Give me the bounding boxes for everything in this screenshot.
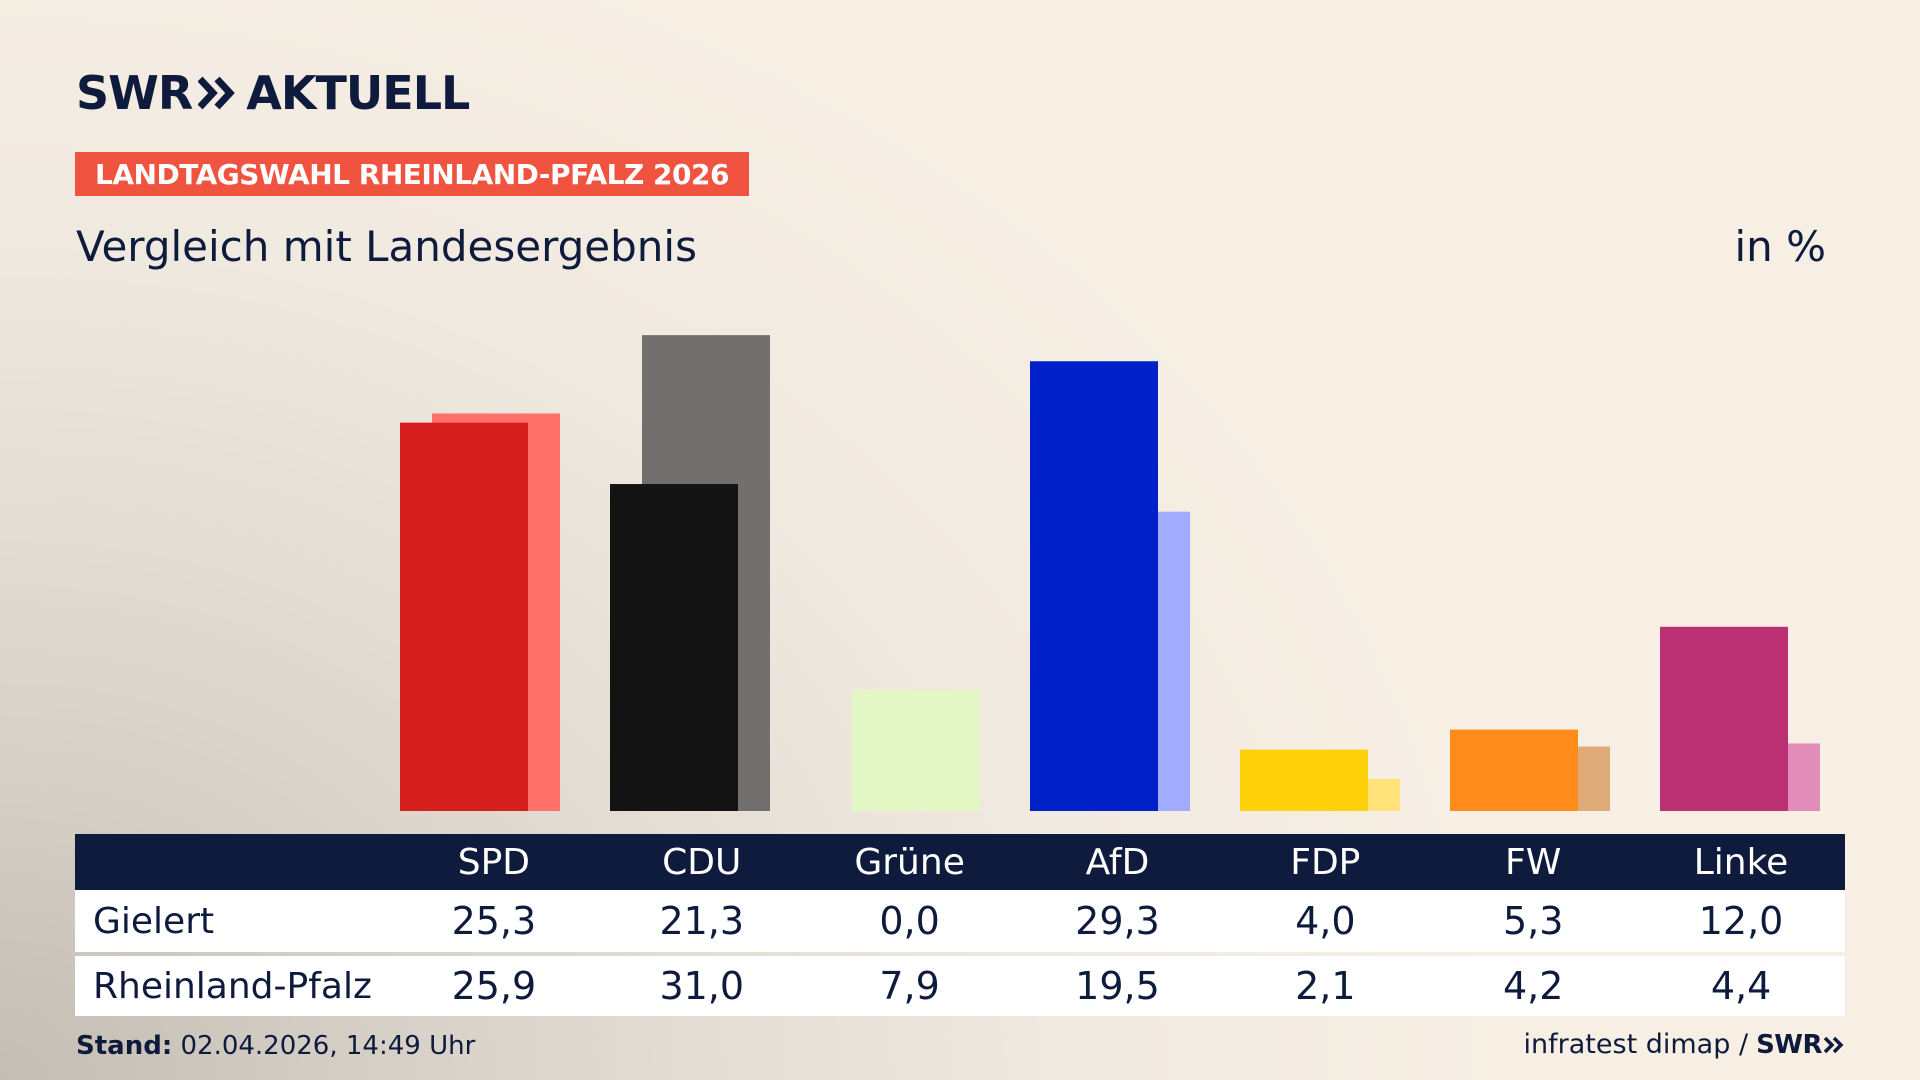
bar-gielert-fw: [1450, 729, 1578, 811]
table-row-rheinland-pfalz: Rheinland-Pfalz 25,9 31,0 7,9 19,5 2,1 4,2 4,4: [75, 956, 1845, 1016]
results-table: SPD CDU Grüne AfD FDP FW Linke Gielert 25,3 21,…: [75, 834, 1845, 1016]
value-cell: 7,9: [879, 964, 940, 1008]
value-cell: 12,0: [1698, 899, 1784, 943]
value-cell: 0,0: [879, 899, 940, 943]
logo-aktuell-text: AKTUELL: [246, 66, 470, 120]
timestamp: Stand: 02.04.2026, 14:49 Uhr: [76, 1031, 475, 1061]
source-text: infratest dimap /: [1523, 1029, 1749, 1060]
stand-value: 02.04.2026, 14:49 Uhr: [172, 1031, 476, 1061]
bar-gielert-fdp: [1240, 749, 1368, 811]
election-badge: LANDTAGSWAHL RHEINLAND-PFALZ 2026: [75, 152, 749, 196]
value-cell: 4,4: [1710, 964, 1772, 1008]
value-cell: 31,0: [659, 964, 745, 1008]
bar-chart: [400, 335, 1820, 811]
bar-gielert-cdu: [610, 484, 738, 811]
stand-label: Stand:: [76, 1031, 173, 1061]
bar-rheinland-pfalz-grne: [852, 689, 980, 811]
category-label-spd: SPD: [457, 841, 531, 883]
value-cell: 5,3: [1502, 899, 1564, 943]
category-label-cdu: CDU: [662, 841, 742, 883]
value-cell: 25,3: [451, 899, 537, 943]
value-cell: 2,1: [1295, 964, 1356, 1008]
category-label-fw: FW: [1505, 841, 1562, 883]
category-label-linke: Linke: [1693, 841, 1789, 883]
double-chevron-icon: [1824, 1036, 1844, 1053]
value-cell: 19,5: [1075, 964, 1160, 1008]
swr-small-logo: SWR: [1756, 1029, 1822, 1060]
bar-gielert-afd: [1030, 361, 1158, 811]
double-chevron-icon: [198, 76, 236, 110]
row-label: Gielert: [93, 900, 215, 942]
row-label: Rheinland-Pfalz: [93, 965, 372, 1007]
category-label-fdp: FDP: [1290, 841, 1361, 883]
logo-swr-text: SWR: [76, 66, 193, 120]
bar-gielert-spd: [400, 422, 528, 811]
bar-gielert-linke: [1660, 626, 1788, 811]
table-row-gielert: Gielert 25,3 21,3 0,0 29,3 4,0 5,3 12,0: [75, 890, 1845, 952]
value-cell: 4,2: [1502, 964, 1564, 1008]
table-header-row: SPD CDU Grüne AfD FDP FW Linke: [75, 834, 1845, 890]
chart-subtitle: Vergleich mit Landesergebnis: [76, 222, 697, 271]
value-cell: 25,9: [451, 964, 537, 1008]
swr-aktuell-logo: SWR AKTUELL: [76, 66, 470, 120]
source-credit: infratest dimap / SWR: [1524, 1029, 1844, 1060]
value-cell: 4,0: [1295, 899, 1356, 943]
value-cell: 21,3: [659, 899, 745, 943]
value-cell: 29,3: [1075, 899, 1160, 943]
unit-label: in %: [1734, 222, 1826, 271]
category-label-afd: AfD: [1085, 841, 1150, 883]
category-label-grne: Grüne: [854, 841, 965, 883]
